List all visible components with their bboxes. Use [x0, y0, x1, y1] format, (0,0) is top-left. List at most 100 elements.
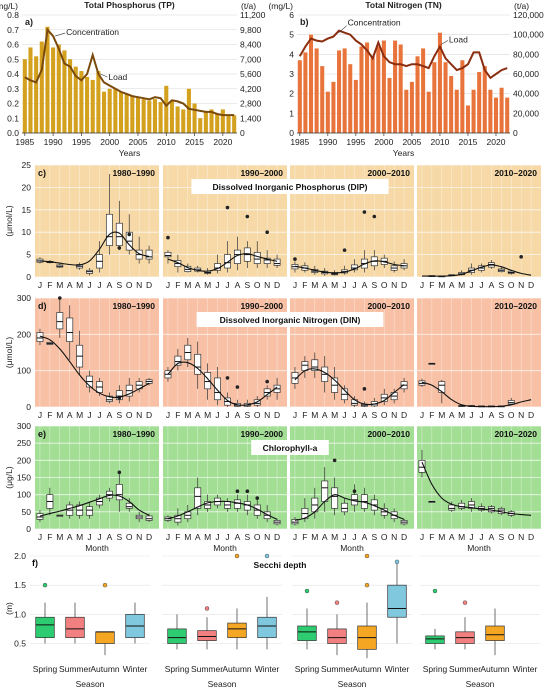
- x-tick-label: A: [489, 532, 495, 542]
- x-tick-label: N: [264, 532, 270, 542]
- outlier-point: [235, 385, 240, 389]
- box: [214, 377, 221, 401]
- y-tick-label: 0.5: [14, 639, 26, 649]
- box: [164, 252, 172, 258]
- bar: [449, 75, 454, 133]
- y-right-tick-label: 40,000: [513, 89, 539, 99]
- bar: [308, 34, 314, 133]
- panel-label: b): [300, 17, 309, 27]
- fit-curve: [39, 335, 150, 399]
- x-tick-label: J: [293, 410, 297, 420]
- box: [233, 499, 241, 509]
- x-axis-label: Season: [76, 679, 105, 689]
- y-tick-label: 0: [26, 402, 31, 412]
- decade-label: 2000–2010: [367, 301, 410, 311]
- fit-curve: [167, 253, 278, 272]
- box: [65, 616, 85, 639]
- fit-curve: [294, 260, 405, 274]
- decade-label: 2010–2020: [494, 429, 537, 439]
- x-tick-label: F: [175, 410, 180, 420]
- outlier-point: [102, 582, 108, 588]
- outlier-point: [462, 600, 468, 605]
- x-axis-label: Years: [393, 148, 414, 158]
- x-tick-label: 2005: [402, 137, 421, 147]
- x-tick-label: J: [97, 532, 101, 542]
- x-tick-label: Summer: [449, 664, 481, 674]
- x-tick-label: Summer: [321, 664, 353, 674]
- x-tick-label: O: [381, 532, 388, 542]
- bar: [90, 79, 95, 133]
- bar: [337, 50, 342, 133]
- x-tick-label: Spring: [295, 664, 320, 674]
- x-tick-label: J: [215, 532, 219, 542]
- decade-label: 1980–1990: [112, 429, 155, 439]
- x-tick-label: J: [342, 280, 346, 290]
- x-tick-label: M: [204, 410, 211, 420]
- x-tick-label: A: [195, 532, 201, 542]
- x-tick-label: D: [528, 532, 534, 542]
- outlier-point: [364, 553, 370, 559]
- bar: [220, 109, 225, 133]
- fit-curve: [39, 494, 150, 517]
- box: [438, 381, 446, 393]
- outlier-point: [432, 588, 438, 594]
- outlier-point: [117, 470, 122, 475]
- bar: [493, 97, 499, 133]
- x-axis-label: Month: [340, 543, 364, 553]
- x-tick-label: 2005: [129, 137, 148, 147]
- x-tick-label: F: [429, 532, 434, 542]
- annotation-leader: [55, 32, 66, 37]
- bar: [135, 97, 141, 133]
- x-tick-label: J: [97, 410, 101, 420]
- fit-curve: [294, 368, 405, 406]
- outlier-point: [519, 255, 523, 259]
- x-tick-label: Spring: [165, 664, 190, 674]
- x-tick-label: M: [438, 532, 445, 542]
- bar: [460, 60, 465, 133]
- panel-background: [417, 298, 541, 407]
- bar: [454, 89, 459, 133]
- x-tick-label: S: [116, 410, 122, 420]
- x-tick-label: Autumn: [480, 664, 510, 674]
- x-tick-label: J: [420, 410, 424, 420]
- x-tick-label: J: [420, 532, 424, 542]
- bar: [209, 109, 214, 133]
- y-tick-label: 1: [289, 108, 294, 118]
- bar: [113, 88, 118, 133]
- x-tick-label: J: [469, 532, 473, 542]
- x-tick-label: M: [204, 532, 211, 542]
- bar: [381, 40, 386, 133]
- outlier-point: [127, 232, 132, 237]
- x-tick-label: Spring: [33, 664, 58, 674]
- x-axis-label: Season: [466, 679, 495, 689]
- outlier-point: [234, 553, 240, 559]
- x-tick-label: 2020: [213, 137, 232, 147]
- y-tick-label: 0.3: [7, 84, 19, 94]
- decade-label: 1990–2000: [240, 301, 283, 311]
- x-tick-label: 2010: [157, 137, 176, 147]
- x-tick-label: M: [76, 532, 83, 542]
- x-tick-label: M: [76, 280, 83, 290]
- x-tick-label: N: [136, 532, 142, 542]
- bar: [303, 52, 308, 133]
- x-tick-label: Winter: [255, 664, 280, 674]
- y-tick-label: 150: [17, 473, 31, 483]
- x-tick-label: 1990: [44, 137, 63, 147]
- bar: [482, 66, 487, 133]
- title-box: [251, 440, 329, 455]
- y-tick-label: 10: [22, 227, 32, 237]
- x-tick-label: F: [47, 410, 52, 420]
- bar: [437, 32, 442, 134]
- outlier-point: [245, 489, 250, 494]
- x-tick-label: M: [458, 532, 465, 542]
- panel-a-tp-chart: 0.0 0.1 0.2 0.3 0.4 0.5 0.6 0.7 0.8 0 1,400 2,800 4,…: [0, 0, 266, 158]
- box: [194, 353, 202, 375]
- bar: [164, 85, 169, 133]
- box: [227, 622, 247, 639]
- y-tick-label: 0.6: [7, 40, 19, 50]
- x-tick-label: J: [38, 410, 42, 420]
- y-axis-label: (μmol/L): [4, 337, 14, 369]
- chart-title: Secchi depth: [254, 560, 307, 570]
- x-tick-label: M: [184, 532, 191, 542]
